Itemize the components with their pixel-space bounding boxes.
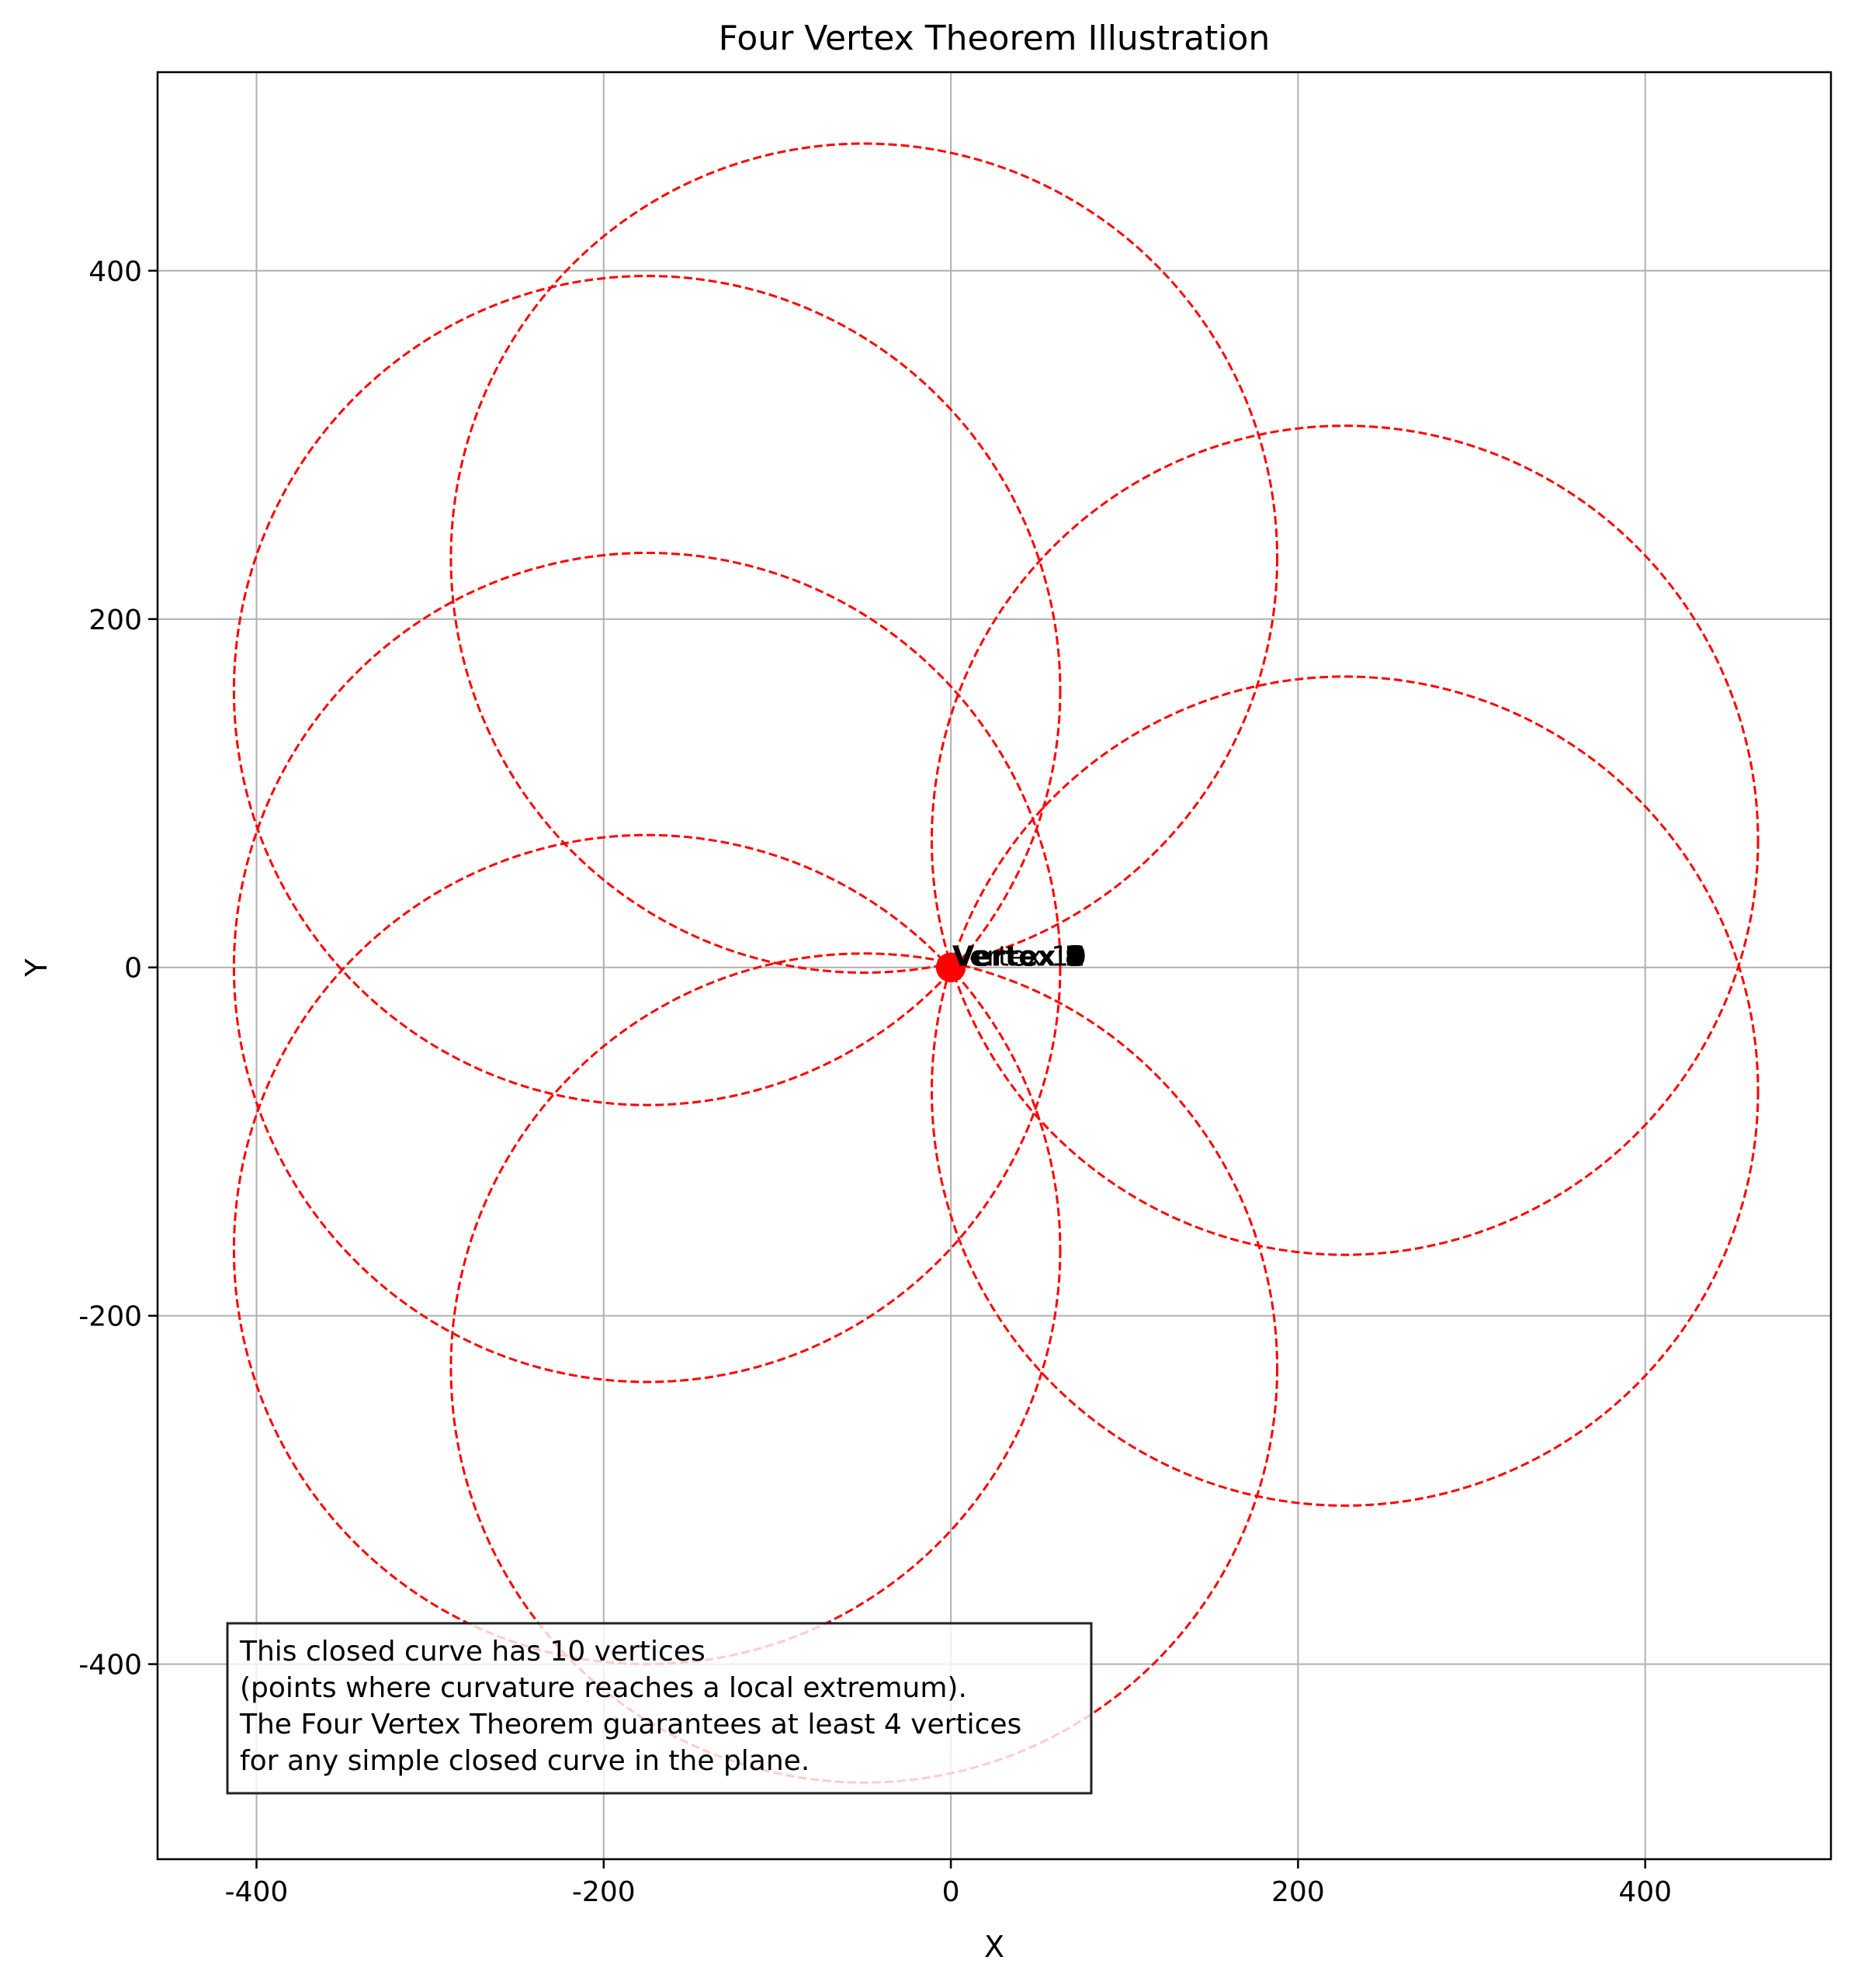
vertex-label: Vertex 9	[952, 941, 1085, 973]
curvature-circle	[232, 275, 1062, 1107]
y-axis-label: Y	[19, 958, 54, 978]
vertex-label: Vertex 7	[952, 941, 1085, 973]
x-tick-label: -400	[225, 1876, 289, 1908]
x-axis-label: X	[984, 1930, 1004, 1964]
vertex-label: Vertex 10	[952, 941, 1087, 973]
plot-frame	[156, 71, 1832, 1861]
x-tick-label: 0	[942, 1876, 960, 1908]
annotation-line-2: (points where curvature reaches a local …	[240, 1672, 967, 1704]
annotation-line-1: This closed curve has 10 vertices	[239, 1636, 706, 1668]
vertex-label: Vertex 6	[952, 941, 1085, 973]
curvature-circles	[232, 142, 1760, 1784]
vertex-label: Vertex 5	[952, 941, 1085, 973]
x-tick-label: 400	[1618, 1876, 1672, 1908]
chart-title: Four Vertex Theorem Illustration	[719, 19, 1271, 58]
vertex-points	[936, 952, 966, 982]
x-tick-label: -200	[572, 1876, 636, 1908]
annotation-line-4: for any simple closed curve in the plane…	[240, 1745, 810, 1777]
annotation-line-3: The Four Vertex Theorem guarantees at le…	[239, 1709, 1021, 1740]
curvature-circle	[930, 675, 1760, 1507]
y-tick-label: 400	[88, 256, 142, 288]
vertex-label: Vertex 2	[952, 941, 1085, 973]
vertex-label: Vertex 4	[952, 941, 1085, 973]
curvature-circle	[449, 142, 1279, 974]
y-tick-label: 200	[88, 604, 142, 636]
vertex-label: Vertex 1	[952, 941, 1085, 973]
vertex-point	[936, 952, 966, 982]
curvature-circle	[232, 552, 1062, 1384]
x-tick-label: 200	[1271, 1876, 1325, 1908]
axis-ticks: -400 -200 0 200 400 -400 -200 0 200 400	[78, 256, 1672, 1908]
vertex-label: Vertex 3	[952, 941, 1085, 973]
y-tick-label: 0	[124, 953, 142, 985]
annotation-box: This closed curve has 10 vertices (point…	[226, 1622, 1093, 1795]
vertex-label: Vertex 8	[952, 941, 1085, 973]
curvature-circle	[930, 424, 1760, 1256]
annotation-box-frame	[226, 1622, 1093, 1795]
y-tick-label: -200	[78, 1301, 142, 1333]
y-tick-label: -400	[78, 1650, 142, 1681]
